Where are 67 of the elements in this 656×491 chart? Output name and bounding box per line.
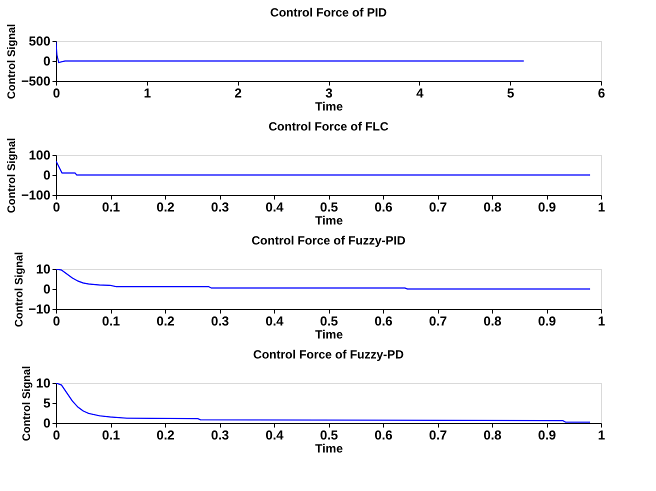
x-tick-label: 0.2 (156, 428, 175, 442)
x-tick-label: 0.8 (483, 200, 502, 214)
x-tick-label: 1 (598, 314, 606, 328)
x-tick-label: 1 (598, 428, 606, 442)
x-tick-label: 0.2 (156, 314, 175, 328)
y-tick-label: −500 (21, 74, 50, 88)
x-tick-label: 0.3 (210, 200, 230, 214)
x-tick-label: 0.6 (374, 314, 393, 328)
x-tick-label: 0.1 (102, 428, 120, 442)
x-tick-label: 1 (598, 200, 606, 214)
x-tick-label: 0.8 (483, 428, 502, 442)
y-axis-title: Control Signal (13, 252, 26, 328)
y-tick-label: 0 (43, 168, 50, 182)
x-tick-label: 0 (52, 200, 60, 214)
x-tick-label: 3 (325, 86, 333, 100)
y-tick-label: −100 (21, 188, 50, 202)
y-tick-label: 100 (28, 148, 50, 162)
x-tick-label: 0.2 (156, 200, 175, 214)
x-tick-label: 0.6 (374, 200, 393, 214)
line-series (56, 383, 591, 423)
x-tick-label: 0.3 (210, 314, 230, 328)
x-axis-title: Time (315, 328, 344, 342)
x-tick-label: 1 (144, 86, 151, 100)
x-tick-label: 0 (52, 314, 60, 328)
y-tick-label: 0 (43, 282, 50, 296)
x-tick-label: 2 (234, 86, 242, 100)
x-tick-label: 0.6 (374, 428, 393, 442)
y-tick-label: 10 (36, 262, 50, 276)
x-tick-label: 0.4 (265, 428, 284, 442)
x-tick-label: 0.8 (483, 314, 502, 328)
x-axis-title: Time (315, 214, 344, 228)
y-tick-label: 500 (28, 34, 50, 48)
chart-title: Control Force of Fuzzy-PID (252, 233, 406, 248)
x-tick-label: 0.9 (538, 200, 556, 214)
x-axis-title: Time (315, 100, 344, 114)
y-tick-label: 10 (36, 376, 50, 390)
x-tick-label: 0.1 (102, 200, 120, 214)
y-axis-title: Control Signal (6, 24, 18, 100)
x-tick-label: 0.5 (320, 200, 338, 214)
y-axis-title: Control Signal (21, 366, 34, 442)
x-tick-label: 0.9 (538, 314, 556, 328)
y-tick-label: 5 (43, 396, 50, 410)
x-tick-label: 5 (507, 86, 514, 100)
chart-title: Control Force of FLC (268, 119, 389, 134)
x-tick-label: 0.7 (428, 428, 448, 442)
x-axis-title: Time (315, 442, 344, 456)
x-tick-label: 0.7 (428, 200, 448, 214)
x-tick-label: 0.5 (320, 428, 338, 442)
x-tick-label: 6 (598, 86, 606, 100)
x-tick-label: 0.7 (428, 314, 448, 328)
chart-title: Control Force of PID (270, 5, 388, 20)
y-axis-title: Control Signal (6, 138, 18, 214)
y-tick-label: 0 (43, 54, 50, 68)
x-tick-label: 0.5 (320, 314, 338, 328)
x-tick-label: 0.3 (210, 428, 230, 442)
x-tick-label: 0.4 (265, 200, 284, 214)
x-tick-label: 0 (52, 86, 60, 100)
x-tick-label: 0.1 (102, 314, 120, 328)
x-tick-label: 4 (416, 86, 424, 100)
x-tick-label: 0.9 (538, 428, 556, 442)
line-series (56, 41, 524, 64)
x-tick-label: 0.4 (265, 314, 284, 328)
x-tick-label: 0 (52, 428, 60, 442)
y-tick-label: −10 (28, 302, 50, 316)
chart-title: Control Force of Fuzzy-PD (253, 347, 404, 362)
y-tick-label: 0 (43, 416, 50, 430)
line-series (56, 269, 591, 290)
